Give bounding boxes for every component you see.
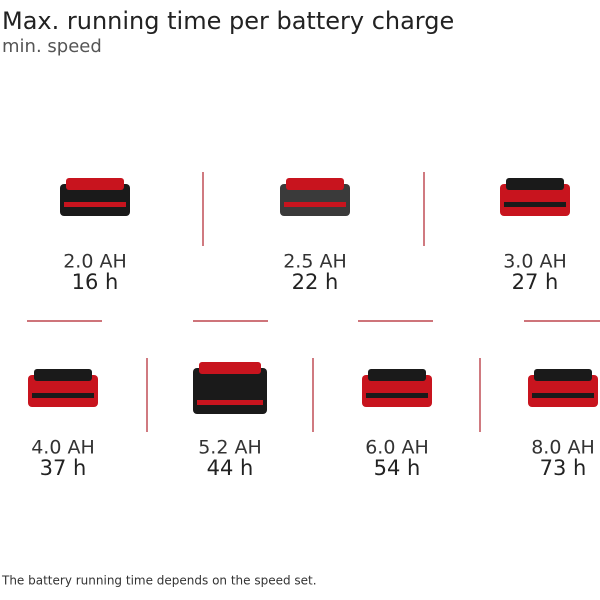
battery-stripe	[532, 393, 594, 398]
battery-body	[500, 184, 570, 216]
battery-stripe	[32, 393, 94, 398]
battery-top	[286, 178, 344, 190]
battery-top	[66, 178, 124, 190]
battery-icon	[60, 178, 130, 216]
footnote: The battery running time depends on the …	[1, 574, 317, 588]
battery-top	[534, 369, 592, 381]
battery-stripe	[284, 202, 346, 207]
battery-capacity: 2.0 AH	[63, 251, 127, 273]
battery-runtime: 44 h	[207, 456, 254, 480]
battery-capacity: 4.0 AH	[31, 437, 95, 459]
battery-body	[28, 375, 98, 407]
battery-stripe	[197, 400, 263, 405]
battery-stripe	[366, 393, 428, 398]
battery-body	[193, 368, 267, 414]
battery-body	[362, 375, 432, 407]
separators	[27, 172, 600, 432]
battery-body	[60, 184, 130, 216]
battery-stripe	[64, 202, 126, 207]
battery-runtime: 27 h	[512, 270, 559, 294]
battery-icon	[528, 369, 598, 407]
battery-icon	[500, 178, 570, 216]
battery-icon	[362, 369, 432, 407]
battery-capacity: 3.0 AH	[503, 251, 567, 273]
subtitle: min. speed	[2, 36, 102, 57]
battery-body	[528, 375, 598, 407]
battery-capacity: 5.2 AH	[198, 437, 262, 459]
battery-runtime: 54 h	[374, 456, 421, 480]
battery-top	[199, 362, 261, 374]
battery-top	[34, 369, 92, 381]
battery-capacity: 6.0 AH	[365, 437, 429, 459]
battery-body	[280, 184, 350, 216]
battery-icon	[28, 369, 98, 407]
battery-stripe	[504, 202, 566, 207]
battery-icon	[193, 362, 267, 414]
battery-runtime: 73 h	[540, 456, 587, 480]
battery-top	[506, 178, 564, 190]
battery-capacity: 8.0 AH	[531, 437, 595, 459]
battery-runtime: 22 h	[292, 270, 339, 294]
battery-runtime: 37 h	[40, 456, 87, 480]
battery-top	[368, 369, 426, 381]
battery-capacity: 2.5 AH	[283, 251, 347, 273]
battery-runtime: 16 h	[72, 270, 119, 294]
title: Max. running time per battery charge	[2, 7, 454, 35]
battery-icon	[280, 178, 350, 216]
